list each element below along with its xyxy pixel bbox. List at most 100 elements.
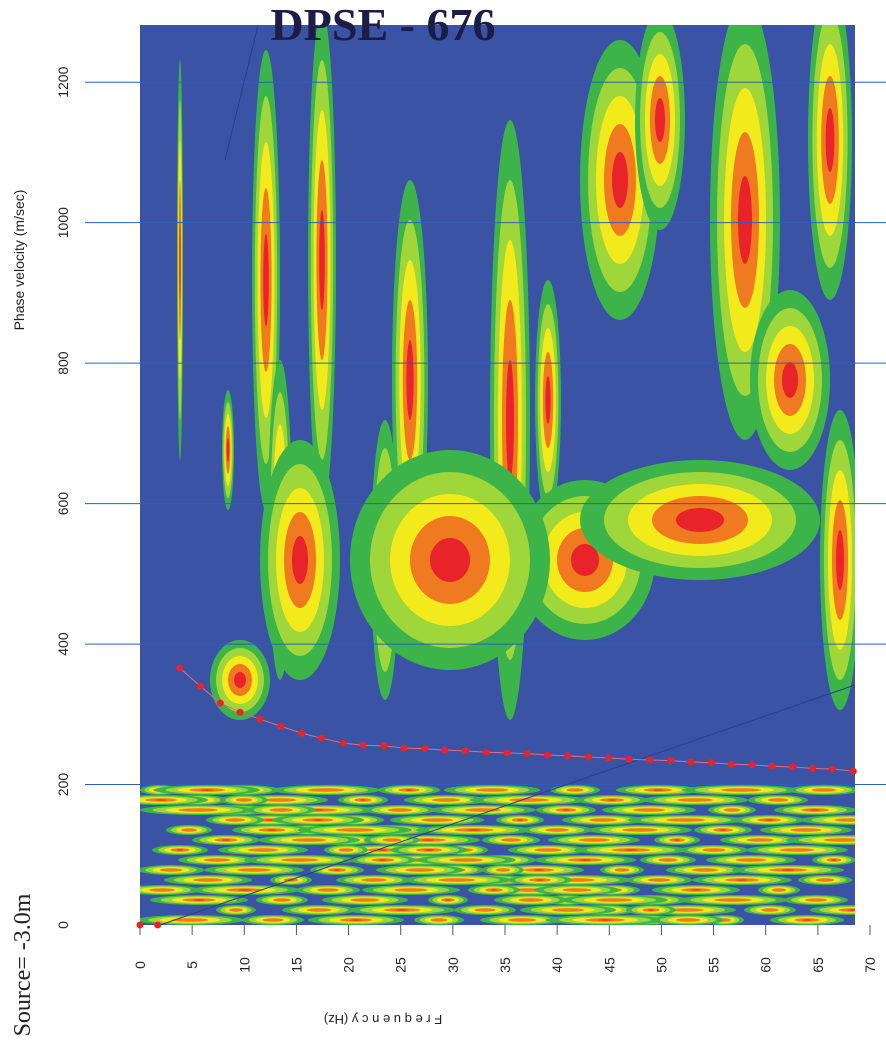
heat-blob (193, 878, 223, 882)
heat-blob (536, 879, 544, 881)
chart-title: DPSE - 676 (271, 0, 496, 50)
point (176, 664, 184, 672)
point (503, 749, 511, 757)
heat-blob (234, 672, 246, 688)
y-tick-label: 1000 (55, 207, 71, 238)
heat-blob (280, 858, 320, 862)
point (256, 715, 264, 723)
point (359, 741, 367, 749)
heat-blob (545, 376, 551, 424)
heat-blob (203, 858, 231, 862)
heat-blob (178, 808, 218, 812)
heat-blob (421, 818, 453, 822)
x-tick-label: 60 (758, 957, 774, 973)
x-tick-label: 55 (706, 957, 722, 973)
point (828, 765, 836, 773)
heat-blob (387, 808, 413, 812)
heat-blob (179, 220, 181, 300)
heat-blob (269, 808, 293, 812)
heat-blob (811, 788, 837, 792)
point (441, 746, 449, 754)
heat-blob (607, 799, 617, 801)
heat-blob (847, 909, 855, 911)
heat-blob (467, 829, 481, 831)
point (667, 757, 675, 765)
heat-blob (350, 898, 380, 902)
heat-blob (229, 908, 243, 912)
heat-blob (438, 878, 476, 882)
heat-blob (676, 798, 714, 802)
x-tick-label: 35 (497, 957, 513, 973)
y-tick-label: 0 (55, 921, 71, 929)
point (277, 722, 285, 730)
heat-blob (746, 838, 774, 842)
heat-blob (815, 878, 835, 882)
heat-blob (834, 818, 855, 822)
heat-blob (518, 898, 544, 902)
heat-blob (810, 809, 820, 811)
point (461, 747, 469, 755)
heat-blob (534, 848, 562, 852)
heat-blob (406, 340, 414, 420)
point (421, 745, 429, 753)
heat-blob (247, 848, 279, 852)
heat-blob (317, 888, 339, 892)
ticks: 0 200 400 600 800 1000 1200 0 5 10 15 20 25 30 35 40 45 5… (55, 66, 878, 972)
reference-line (159, 684, 856, 926)
heat-blob (333, 869, 341, 871)
heat-blob (237, 868, 271, 872)
x-tick-label: 10 (236, 957, 252, 973)
point (136, 921, 144, 929)
heat-blob (595, 898, 633, 902)
heat-blob (226, 438, 230, 462)
heat-blob (589, 818, 617, 822)
heat-blob (430, 918, 448, 922)
point (809, 764, 817, 772)
point (216, 699, 224, 707)
heat-blob (307, 788, 345, 792)
heat-blob (221, 839, 231, 841)
heat-blob (431, 798, 461, 802)
heat-blob (312, 819, 324, 821)
point (380, 742, 388, 750)
point (768, 762, 776, 770)
x-tick-label: 30 (445, 957, 461, 973)
x-tick-label: 25 (393, 957, 409, 973)
heat-blob (501, 838, 521, 842)
point (625, 755, 633, 763)
heat-blob (238, 889, 252, 891)
heat-blob (551, 908, 585, 912)
point (196, 682, 204, 690)
heat-blob (670, 908, 704, 912)
heat-blob (624, 849, 638, 851)
point (564, 752, 572, 760)
heat-blob (702, 848, 726, 852)
heat-blob (714, 898, 752, 902)
heat-blob (831, 859, 837, 861)
heat-blob (736, 879, 748, 881)
heat-blob (633, 808, 665, 812)
point (687, 758, 695, 766)
heat-blob (562, 888, 592, 892)
heat-blob (225, 818, 245, 822)
point (748, 761, 756, 769)
heat-blob (508, 798, 550, 802)
heat-blob (200, 789, 214, 791)
x-axis-label: F r e q u e n c y (Hz) (324, 1012, 442, 1027)
heat-blob (193, 899, 205, 901)
point (523, 750, 531, 758)
heat-blob (292, 536, 308, 584)
curve-line (179, 667, 854, 772)
heat-blob (176, 849, 184, 851)
heat-blob (405, 789, 413, 791)
heat-blob (655, 98, 665, 142)
heat-blob (771, 888, 787, 892)
heat-blob (571, 544, 599, 576)
point (400, 744, 408, 752)
y-tick-label: 200 (55, 773, 71, 797)
heat-blob (263, 234, 269, 326)
heat-blob (675, 918, 701, 922)
point (544, 751, 552, 759)
heat-blob (379, 859, 387, 861)
